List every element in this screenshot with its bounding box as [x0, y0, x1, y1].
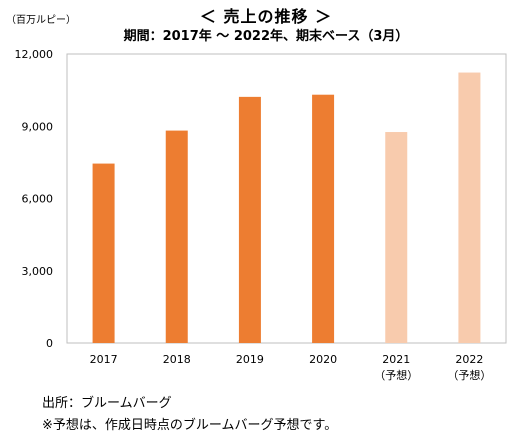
y-tick-label: 0	[46, 337, 53, 350]
y-axis-unit-label: （百万ルピー）	[6, 15, 76, 26]
chart-title: ＜ 売上の推移 ＞	[199, 7, 333, 26]
y-tick-label: 12,000	[15, 48, 54, 61]
x-tick-label: 2017	[90, 353, 118, 366]
bar-2017	[92, 163, 115, 343]
y-axis: 0 3,000 6,000 9,000 12,000	[15, 48, 54, 350]
y-tick-label: 9,000	[22, 120, 54, 133]
x-tick-label: 2018	[163, 353, 191, 366]
bar-series	[92, 72, 481, 344]
x-tick-label: 2022	[455, 353, 483, 366]
source-note: 出所：ブルームバーグ	[42, 396, 172, 411]
bar-2021	[385, 132, 408, 343]
x-tick-label: 2019	[236, 353, 264, 366]
y-tick-label: 3,000	[22, 265, 54, 278]
bar-2022	[458, 72, 481, 344]
x-tick-label: 2021	[382, 353, 410, 366]
bar-2018	[165, 130, 188, 343]
chart-subtitle: 期間：2017年 ～ 2022年、期末ベース（3月）	[123, 29, 409, 44]
x-tick-label: 2020	[309, 353, 337, 366]
x-tick-sublabel: （予想）	[447, 368, 491, 382]
bar-2020	[312, 94, 335, 343]
forecast-note: ※予想は、作成日時点のブルームバーグ予想です。	[42, 418, 338, 433]
x-tick-sublabel: （予想）	[374, 368, 418, 382]
bar-2019	[238, 96, 261, 343]
y-tick-label: 6,000	[22, 193, 54, 206]
plot-frame	[66, 53, 507, 344]
x-axis: 2017 2018 2019 2020 2021 （予想） 2022 （予想）	[90, 353, 492, 382]
